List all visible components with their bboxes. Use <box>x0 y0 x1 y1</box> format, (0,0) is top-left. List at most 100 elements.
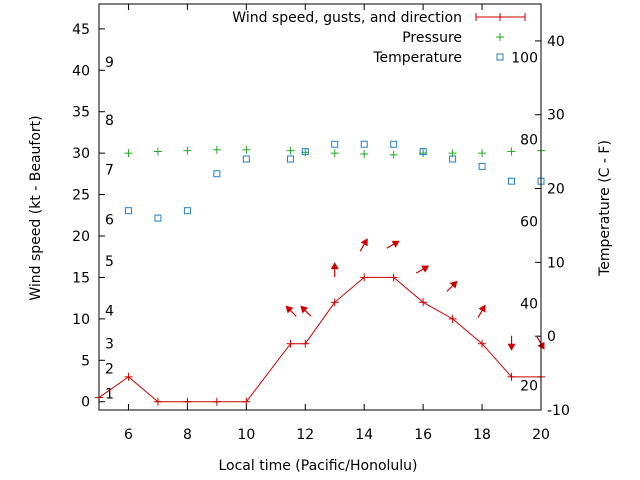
fahrenheit-label: 20 <box>520 378 538 394</box>
y-left-tick-label: 20 <box>72 229 90 245</box>
temperature-point <box>213 170 221 178</box>
temperature-point <box>419 148 427 156</box>
y-left-tick-label: 10 <box>72 312 90 328</box>
temperature-point <box>360 140 368 148</box>
beaufort-label: 1 <box>105 386 114 402</box>
temperature-point <box>183 207 191 215</box>
wind-speed-point <box>448 314 457 323</box>
plot-frame <box>98 3 542 411</box>
x-tick-label: 18 <box>473 427 491 443</box>
pressure-point <box>242 145 251 154</box>
x-tick-label: 6 <box>124 427 133 443</box>
wind-direction-arrow <box>300 305 312 317</box>
tick-labels: 6 8 10 12 14 16 18 2005101520253035404512345678… <box>72 22 570 443</box>
beaufort-label: 7 <box>105 163 114 179</box>
wind-speed-line <box>98 276 541 403</box>
y-axis-label-right: Temperature (C - F) <box>597 140 613 277</box>
y-right-tick-label: 10 <box>547 255 565 271</box>
temperature-point <box>301 148 309 156</box>
y-left-tick-label: 45 <box>72 22 90 38</box>
wind-direction-arrow <box>446 280 458 292</box>
wind-speed-point <box>286 339 295 348</box>
temperature-point <box>154 214 162 222</box>
beaufort-label: 9 <box>105 55 114 71</box>
wind-speed-point <box>301 339 310 348</box>
y-right-tick-label: 0 <box>547 329 556 345</box>
wind-speed-point <box>389 273 398 282</box>
x-tick-label: 8 <box>183 427 192 443</box>
x-tick-label: 12 <box>296 427 314 443</box>
pressure-point <box>286 146 295 155</box>
pressure-point <box>389 150 398 159</box>
beaufort-label: 8 <box>105 113 114 129</box>
x-tick-label: 10 <box>237 427 255 443</box>
legend-label-wind: Wind speed, gusts, and direction <box>232 10 462 26</box>
pressure-point <box>183 146 192 155</box>
legend: Wind speed, gusts, and direction Pressur… <box>232 10 526 66</box>
wind-speed-point <box>242 397 251 406</box>
y-left-tick-label: 5 <box>81 353 90 369</box>
pressure-point <box>124 149 133 158</box>
fahrenheit-label: 40 <box>520 296 538 312</box>
y-left-tick-label: 0 <box>81 395 90 411</box>
wind-direction-arrow <box>285 305 297 317</box>
fahrenheit-label: 100 <box>511 50 538 66</box>
y-left-tick-label: 30 <box>72 146 90 162</box>
wind-direction-arrow <box>477 304 486 318</box>
temperature-point <box>287 155 295 163</box>
axis-ticks <box>99 4 542 411</box>
y-left-tick-label: 40 <box>72 63 90 79</box>
temperature-point <box>124 207 132 215</box>
wind-direction-arrow <box>507 335 516 351</box>
wind-speed-point <box>507 372 516 381</box>
series-layer <box>95 140 545 406</box>
wind-direction-arrow <box>359 238 368 252</box>
y-right-tick-label: -10 <box>547 403 570 419</box>
beaufort-label: 4 <box>105 304 114 320</box>
wind-speed-point <box>478 339 487 348</box>
temperature-point <box>331 140 339 148</box>
pressure-point <box>153 147 162 156</box>
pressure-point <box>212 145 221 154</box>
beaufort-label: 5 <box>105 254 114 270</box>
legend-label-pressure: Pressure <box>402 30 462 46</box>
x-tick-label: 16 <box>414 427 432 443</box>
y-right-tick-label: 20 <box>547 182 565 198</box>
y-left-tick-label: 15 <box>72 270 90 286</box>
beaufort-label: 6 <box>105 212 114 228</box>
beaufort-label: 2 <box>105 362 114 378</box>
x-tick-label: 20 <box>532 427 550 443</box>
pressure-point <box>330 149 339 158</box>
y-right-tick-label: 40 <box>547 34 565 50</box>
temperature-point <box>242 155 250 163</box>
beaufort-label: 3 <box>105 337 114 353</box>
fahrenheit-label: 60 <box>520 214 538 230</box>
legend-label-temperature: Temperature <box>372 50 462 66</box>
y-left-tick-label: 25 <box>72 188 90 204</box>
y-right-tick-label: 30 <box>547 108 565 124</box>
legend-sample-pressure <box>496 33 504 41</box>
wind-speed-point <box>153 397 162 406</box>
pressure-point <box>507 147 516 156</box>
wind-speed-point <box>330 298 339 307</box>
x-tick-label: 14 <box>355 427 373 443</box>
temperature-point <box>390 140 398 148</box>
wind-speed-point <box>360 273 369 282</box>
wind-speed-point <box>124 372 133 381</box>
pressure-point <box>360 149 369 158</box>
y-axis-label-left: Wind speed (kt - Beaufort) <box>28 115 44 300</box>
y-left-tick-label: 35 <box>72 105 90 121</box>
wind-speed-point <box>183 397 192 406</box>
temperature-point <box>449 155 457 163</box>
wind-speed-point <box>419 298 428 307</box>
wind-speed-point <box>212 397 221 406</box>
wind-direction-arrow <box>386 240 400 249</box>
x-axis-label: Local time (Pacific/Honolulu) <box>218 458 417 474</box>
temperature-point <box>508 177 516 185</box>
legend-sample-wind-marker <box>496 13 504 21</box>
wind-direction-arrow <box>415 265 430 274</box>
wind-direction-arrow <box>330 262 339 278</box>
fahrenheit-label: 80 <box>520 132 538 148</box>
pressure-point <box>478 149 487 158</box>
